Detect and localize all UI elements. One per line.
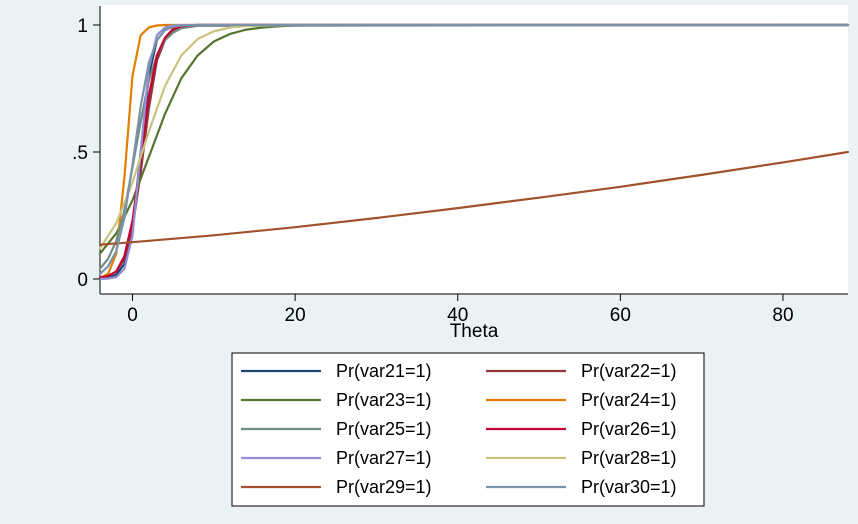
legend-label: Pr(var30=1)	[581, 477, 677, 497]
legend-item: Pr(var26=1)	[486, 419, 677, 439]
x-tick-label: 0	[127, 305, 138, 326]
legend-item: Pr(var25=1)	[241, 419, 432, 439]
x-tick-label: 20	[285, 305, 306, 326]
series-line-4	[98, 23, 850, 279]
series-layer	[98, 23, 850, 281]
legend-label: Pr(var26=1)	[581, 419, 677, 439]
x-ticks: 0 20 40 60 80	[127, 294, 794, 326]
series-line-10	[98, 23, 850, 275]
legend-item: Pr(var30=1)	[486, 477, 677, 497]
legend-label: Pr(var24=1)	[581, 390, 677, 410]
legend-item: Pr(var21=1)	[241, 361, 432, 381]
x-tick-label: 80	[772, 305, 793, 326]
y-tick-label: .5	[72, 143, 88, 164]
y-tick-label: 1	[77, 16, 88, 37]
y-tick-label: 0	[77, 270, 88, 291]
series-line-5	[98, 23, 850, 270]
legend-label: Pr(var21=1)	[336, 361, 432, 381]
legend: Pr(var21=1) Pr(var22=1) Pr(var23=1) Pr(var2…	[241, 361, 677, 497]
series-line-9	[98, 150, 850, 246]
x-tick-label: 60	[610, 305, 631, 326]
plot-region	[100, 5, 848, 294]
legend-item: Pr(var24=1)	[486, 390, 677, 410]
legend-label: Pr(var25=1)	[336, 419, 432, 439]
x-axis-label: Theta	[450, 321, 499, 342]
legend-label: Pr(var29=1)	[336, 477, 432, 497]
legend-label: Pr(var28=1)	[581, 448, 677, 468]
x-tick-label: 40	[447, 305, 468, 326]
legend-label: Pr(var23=1)	[336, 390, 432, 410]
legend-label: Pr(var27=1)	[336, 448, 432, 468]
legend-item: Pr(var27=1)	[241, 448, 432, 468]
y-ticks: 0.51	[72, 16, 100, 291]
legend-item: Pr(var22=1)	[486, 361, 677, 381]
legend-label: Pr(var22=1)	[581, 361, 677, 381]
legend-item: Pr(var29=1)	[241, 477, 432, 497]
legend-item: Pr(var23=1)	[241, 390, 432, 410]
legend-item: Pr(var28=1)	[486, 448, 677, 468]
